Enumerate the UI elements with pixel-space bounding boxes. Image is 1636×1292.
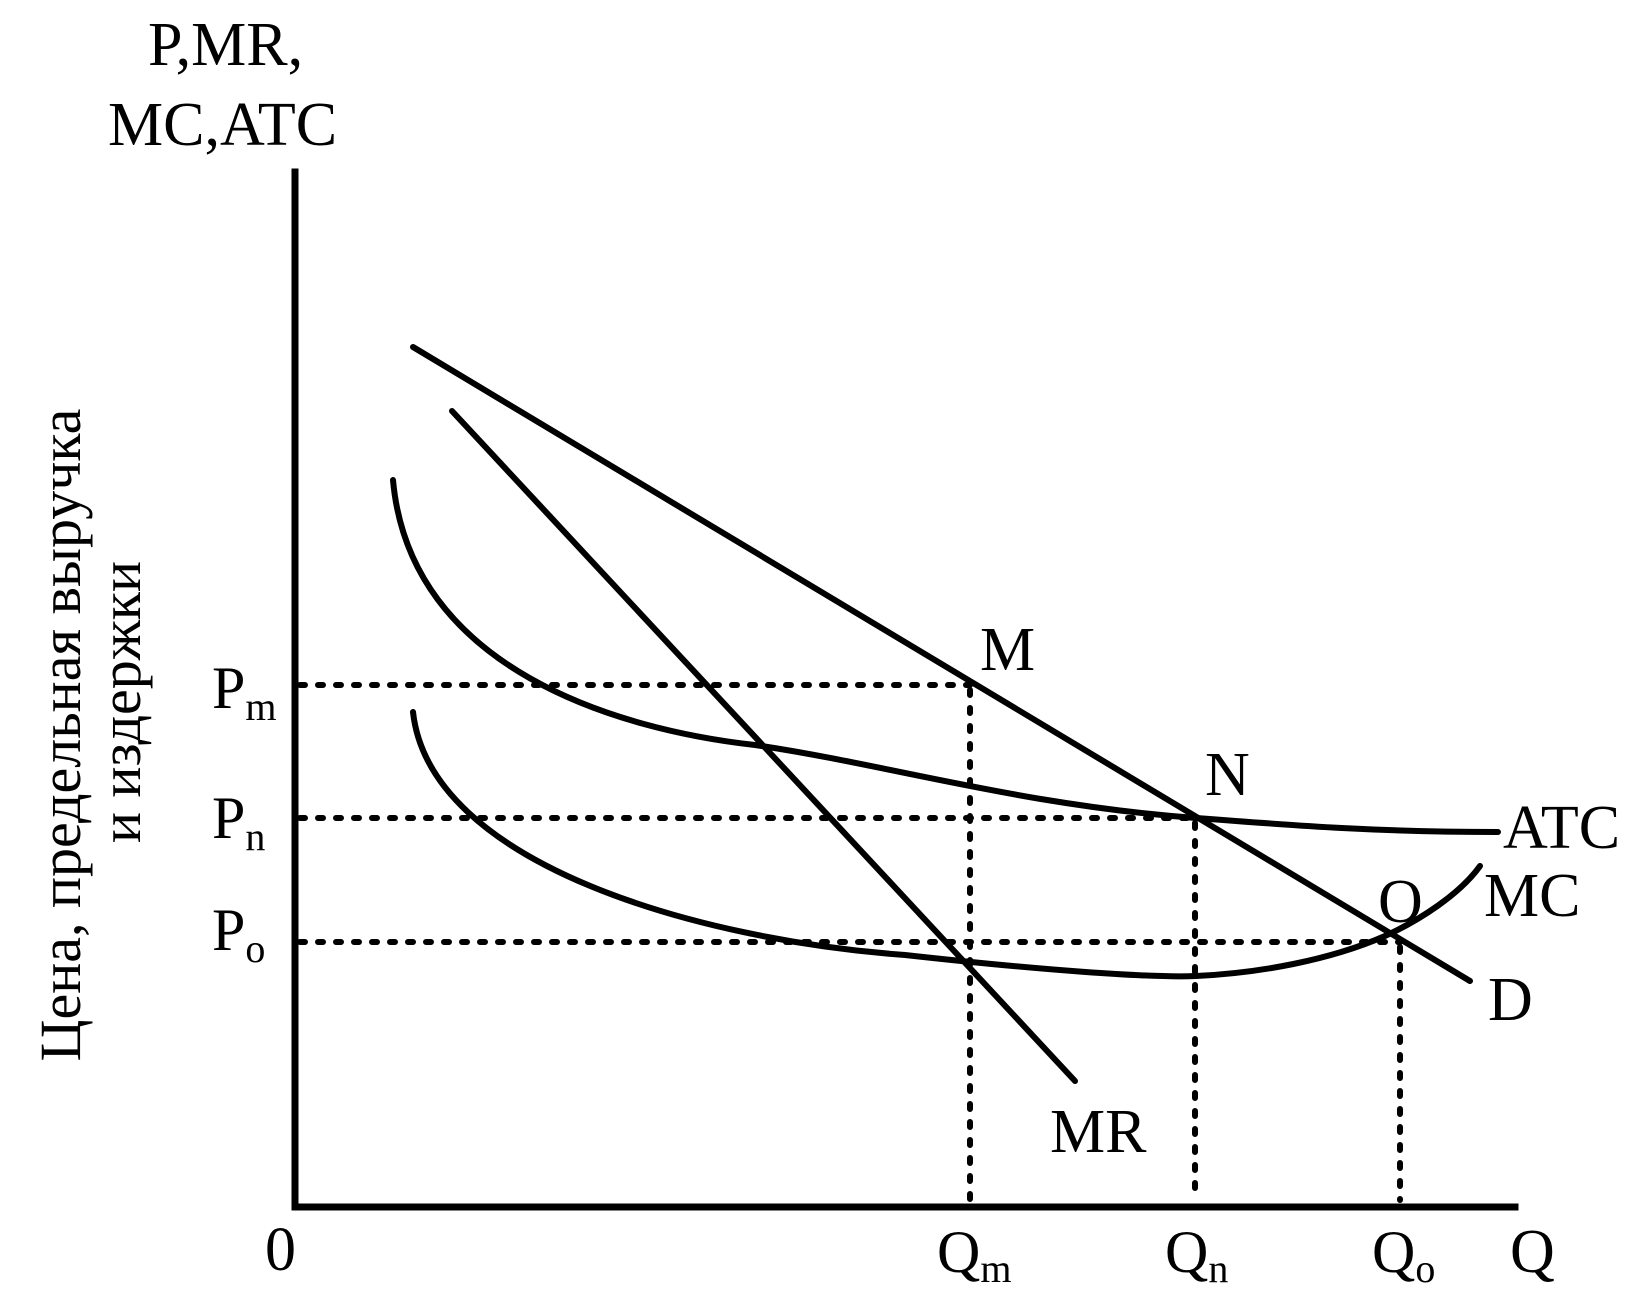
average-total-cost-curve [390,477,1501,835]
quantity-label-qn-sub: n [1208,1246,1228,1291]
quantity-label-qo-base: Q [1372,1219,1415,1285]
curve-label-mr: MR [1050,1098,1147,1166]
y-axis-title-line-1: P,MR, [148,11,303,79]
y-axis-side-label-line-2: и издержки [88,561,153,843]
quantity-label-qn: Qn [1165,1219,1228,1291]
quantity-label-qm: Qm [937,1219,1011,1291]
demand-curve [410,344,1473,984]
y-axis-side-label-line-1: Цена, предельная выручка [28,409,93,1062]
curve-label-d: D [1488,966,1533,1034]
point-label-o: O [1378,868,1423,936]
price-label-pn: Pn [212,785,265,859]
origin-label: 0 [265,1216,296,1284]
price-label-po: Po [212,897,265,971]
quantity-label-qm-base: Q [937,1219,980,1285]
point-label-m: M [980,616,1035,684]
quantity-label-qo: Qo [1372,1219,1435,1291]
price-label-pn-base: P [212,785,245,851]
price-label-pm-sub: m [245,684,276,729]
price-label-pm-base: P [212,655,245,721]
marginal-cost-curve [410,709,1483,980]
curve-label-mc: MC [1484,862,1580,930]
point-label-n: N [1205,741,1250,809]
price-label-pm: Pm [212,655,277,729]
quantity-label-qn-base: Q [1165,1219,1208,1285]
price-label-po-base: P [212,897,245,963]
price-label-pn-sub: n [245,814,265,859]
x-axis-title: Q [1510,1218,1555,1286]
quantity-label-qo-sub: o [1415,1246,1435,1291]
curve-label-atc: ATC [1503,794,1620,862]
y-axis-title-line-2: MC,ATC [108,91,337,159]
quantity-label-qm-sub: m [980,1246,1011,1291]
price-label-po-sub: o [245,926,265,971]
